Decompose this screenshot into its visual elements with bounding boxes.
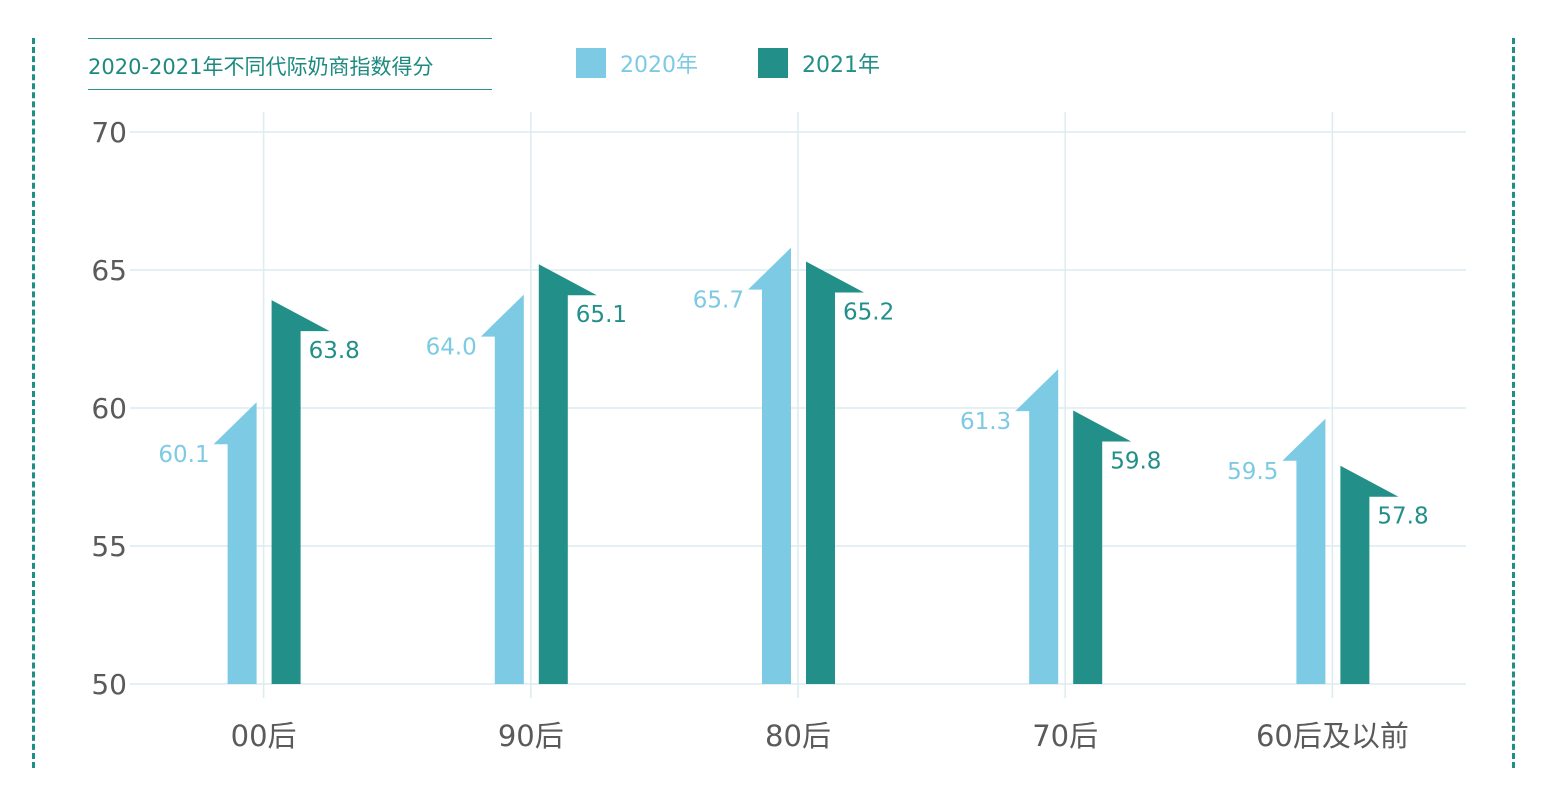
legend-swatch-2021 <box>758 48 788 78</box>
data-label-2020: 60.1 <box>158 442 209 468</box>
data-label-2020: 59.5 <box>1227 459 1278 485</box>
x-tick-label: 80后 <box>765 719 831 753</box>
bar-2020-3 <box>1015 369 1059 684</box>
data-label-2021: 65.2 <box>843 299 894 325</box>
y-tick-label: 55 <box>91 530 127 563</box>
chart-title-box: 2020-2021年不同代际奶商指数得分 <box>88 38 492 90</box>
data-label-2020: 61.3 <box>960 409 1011 435</box>
data-label-2021: 57.8 <box>1377 504 1428 530</box>
data-label-2021: 65.1 <box>576 302 627 328</box>
legend-item-2020: 2020年 <box>576 47 698 79</box>
right-dashed-border <box>1512 38 1515 768</box>
y-tick-label: 70 <box>91 116 127 149</box>
legend-item-2021: 2021年 <box>758 47 880 79</box>
y-tick-label: 50 <box>91 668 127 701</box>
data-label-2021: 59.8 <box>1110 449 1161 475</box>
data-label-2020: 64.0 <box>426 335 477 361</box>
y-tick-label: 60 <box>91 392 127 425</box>
x-tick-label: 00后 <box>231 719 297 753</box>
bar-2021-2 <box>806 261 864 684</box>
y-tick-label: 65 <box>91 254 127 287</box>
bar-2020-4 <box>1282 418 1326 684</box>
bar-2021-1 <box>538 264 597 684</box>
data-label-2020: 65.7 <box>693 288 744 314</box>
chart-title: 2020-2021年不同代际奶商指数得分 <box>88 55 434 79</box>
legend-label-2021: 2021年 <box>802 53 880 78</box>
legend-label-2020: 2020年 <box>620 53 698 78</box>
x-tick-label: 90后 <box>498 719 564 753</box>
bar-2021-4 <box>1340 465 1399 684</box>
left-dashed-border <box>32 38 35 768</box>
data-label-2021: 63.8 <box>309 338 360 364</box>
x-tick-label: 70后 <box>1032 719 1098 753</box>
bar-2021-3 <box>1073 410 1132 684</box>
x-tick-label: 60后及以前 <box>1256 719 1409 753</box>
bar-2021-0 <box>271 300 330 684</box>
legend-swatch-2020 <box>576 48 606 78</box>
bar-2020-0 <box>213 402 257 684</box>
bar-2020-2 <box>748 247 791 684</box>
bar-2020-1 <box>480 294 524 684</box>
